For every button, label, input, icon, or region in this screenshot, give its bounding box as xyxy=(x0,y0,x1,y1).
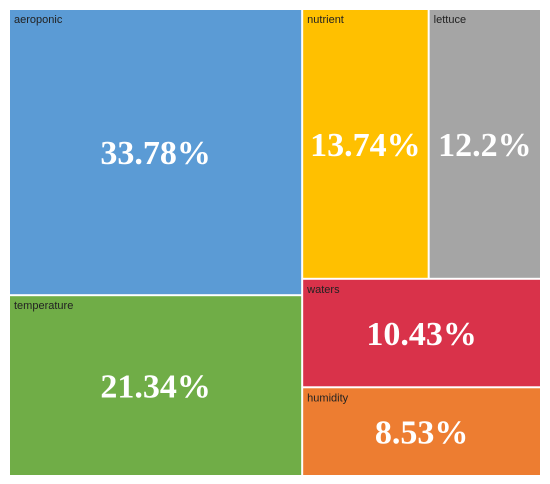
tile-rect-lettuce xyxy=(429,10,540,278)
tile-value-aeroponic: 33.78% xyxy=(100,135,211,172)
tile-lettuce: lettuce 12.2% xyxy=(429,10,540,278)
tile-label-temperature: temperature xyxy=(14,300,73,312)
tile-label-waters: waters xyxy=(306,284,340,296)
tile-value-lettuce: 12.2% xyxy=(438,127,532,164)
tile-label-lettuce: lettuce xyxy=(434,14,466,26)
tile-value-waters: 10.43% xyxy=(366,316,477,353)
tile-rect-temperature xyxy=(10,296,302,475)
tile-rect-humidity xyxy=(303,388,540,475)
tile-rect-nutrient xyxy=(303,10,428,278)
tile-value-humidity: 8.53% xyxy=(375,415,469,452)
tile-humidity: humidity 8.53% xyxy=(303,388,540,475)
treemap-tiles: aeroponic 33.78% temperature 21.34% nutrient… xyxy=(10,10,540,475)
tile-nutrient: nutrient 13.74% xyxy=(303,10,428,278)
tile-label-humidity: humidity xyxy=(307,392,348,404)
tile-label-aeroponic: aeroponic xyxy=(14,14,63,26)
tile-label-nutrient: nutrient xyxy=(307,14,344,26)
tile-aeroponic: aeroponic 33.78% xyxy=(10,10,302,295)
tile-rect-aeroponic xyxy=(10,10,302,295)
tile-rect-waters xyxy=(303,279,540,387)
tile-waters: waters 10.43% xyxy=(303,279,540,387)
tile-temperature: temperature 21.34% xyxy=(10,296,302,475)
tile-value-nutrient: 13.74% xyxy=(310,127,421,164)
tile-value-temperature: 21.34% xyxy=(100,369,211,406)
